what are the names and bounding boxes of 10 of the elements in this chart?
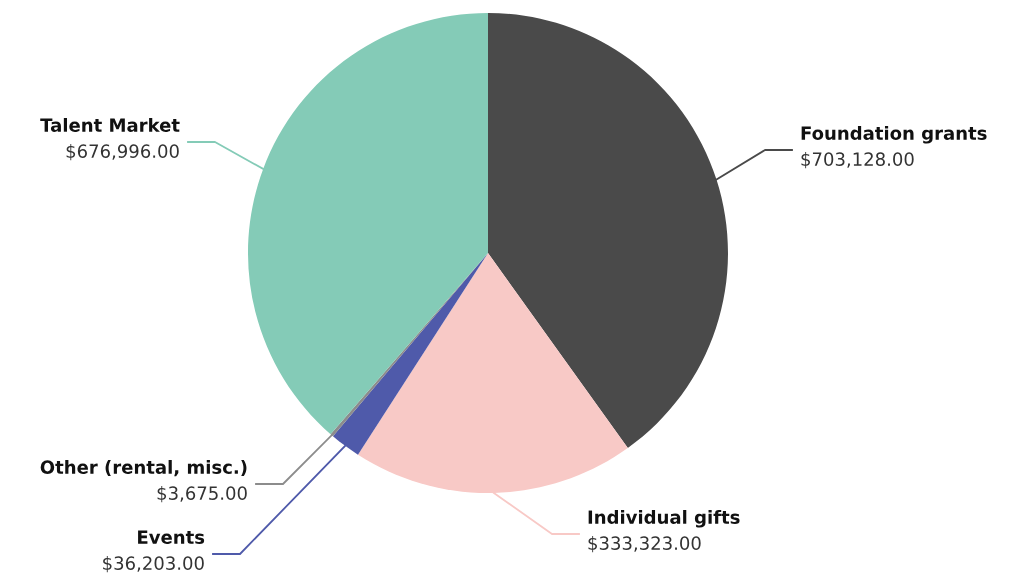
data-label: $703,128.00	[801, 152, 914, 169]
slice-label: Events	[138, 530, 205, 544]
slice-label: Individual gifts	[588, 510, 740, 528]
data-label: $333,323.00	[588, 536, 701, 553]
slice-label: Talent Market	[40, 118, 180, 132]
slice-label: Other (rental, misc.)	[40, 460, 247, 477]
data-label: $36,203.00	[103, 556, 204, 573]
data-label: $676,996.00	[66, 144, 179, 161]
slice-label: Foundation grants	[801, 126, 987, 144]
data-label: $3,675.00	[157, 486, 247, 503]
